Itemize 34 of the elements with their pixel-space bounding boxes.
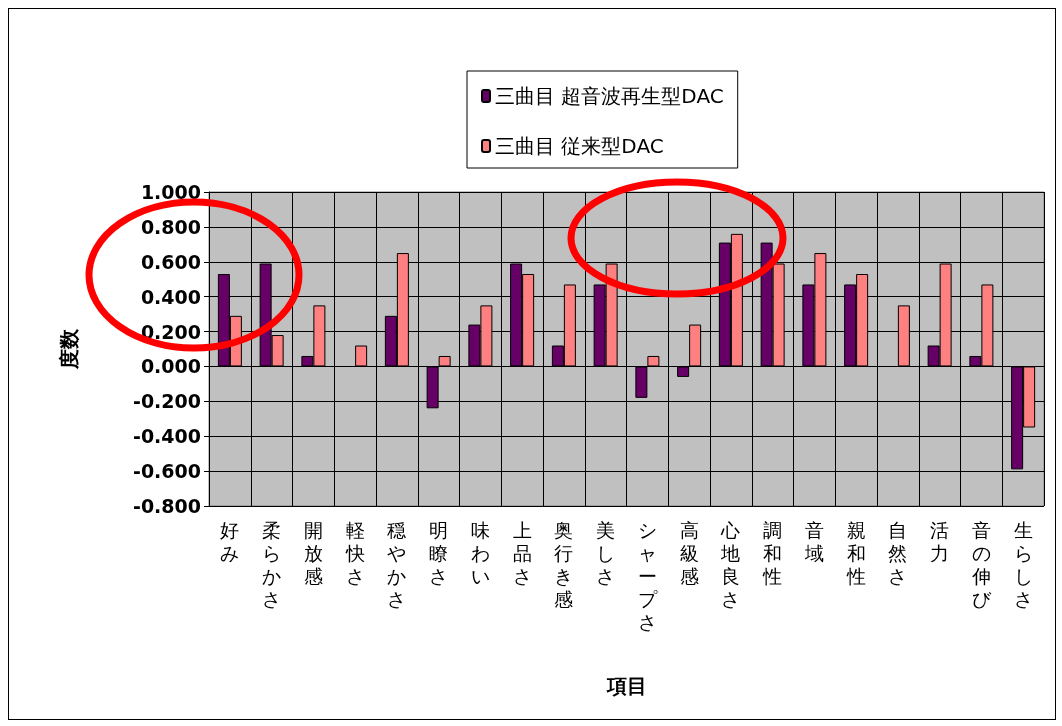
x-tick-label: 上品さ — [512, 518, 532, 587]
y-tick-label: 1.000 — [140, 181, 201, 203]
y-tick-label: 0.000 — [140, 355, 201, 378]
x-tick-label: 味わい — [470, 518, 490, 587]
x-tick-label: 明瞭さ — [429, 518, 449, 587]
y-tick-label: -0.800 — [133, 495, 201, 517]
x-tick-label: 美しさ — [596, 518, 616, 587]
x-tick-label: 生らしさ — [1013, 518, 1033, 610]
x-tick-label: 音域 — [803, 518, 824, 564]
x-tick-label: 柔らかさ — [262, 518, 282, 610]
x-axis-title: 項目 — [605, 674, 647, 698]
y-tick-label: -0.200 — [133, 390, 201, 413]
x-tick-label: 活力 — [930, 518, 950, 564]
x-tick-label: 開放感 — [303, 518, 323, 587]
x-tick-label: シャープさ — [637, 518, 658, 633]
x-tick-label: 軽快さ — [344, 518, 365, 587]
y-tick-label: -0.600 — [133, 460, 201, 483]
x-tick-label: 心地良さ — [720, 518, 741, 610]
x-tick-label: 高級感 — [679, 518, 699, 587]
y-axis-title: 度数 — [57, 328, 81, 370]
legend-label: 三曲目 従来型DAC — [495, 134, 664, 158]
y-tick-label: 0.600 — [140, 250, 201, 273]
legend-label: 三曲目 超音波再生型DAC — [495, 84, 724, 108]
x-tick-label: 穏やかさ — [387, 518, 407, 610]
y-tick-label: 0.200 — [140, 320, 201, 343]
x-tick-label: 調和性 — [762, 518, 783, 587]
y-tick-label: 0.400 — [140, 285, 201, 308]
x-tick-label: 好み — [220, 518, 240, 564]
x-tick-label: 自然さ — [888, 518, 908, 587]
x-tick-label: 奥行き感 — [554, 518, 574, 610]
x-tick-label: 音の伸び — [970, 518, 992, 610]
y-tick-label: -0.400 — [133, 425, 201, 448]
x-tick-label: 親和性 — [845, 518, 866, 587]
y-tick-label: 0.800 — [140, 215, 201, 238]
